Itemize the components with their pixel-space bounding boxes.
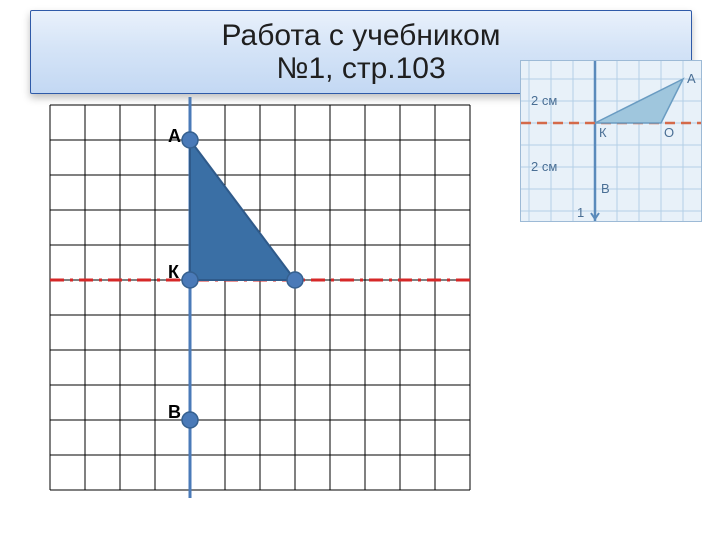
svg-text:2 см: 2 см bbox=[531, 159, 557, 174]
svg-text:О: О bbox=[664, 125, 674, 140]
thumbnail-diagram: А К О В 2 см 2 см 1 bbox=[521, 61, 701, 221]
svg-text:2 см: 2 см bbox=[531, 93, 557, 108]
stage: Работа с учебником №1, стр.103 АКОВ2 см2… bbox=[0, 0, 720, 540]
svg-text:1: 1 bbox=[577, 205, 584, 220]
svg-text:К: К bbox=[599, 125, 607, 140]
thumbnail-inset: А К О В 2 см 2 см 1 bbox=[520, 60, 702, 222]
svg-text:В: В bbox=[601, 181, 610, 196]
svg-text:А: А bbox=[687, 71, 696, 86]
point-label-b: В bbox=[168, 402, 181, 423]
point-label-a: А bbox=[168, 126, 181, 147]
point-label-k: К bbox=[168, 262, 179, 283]
